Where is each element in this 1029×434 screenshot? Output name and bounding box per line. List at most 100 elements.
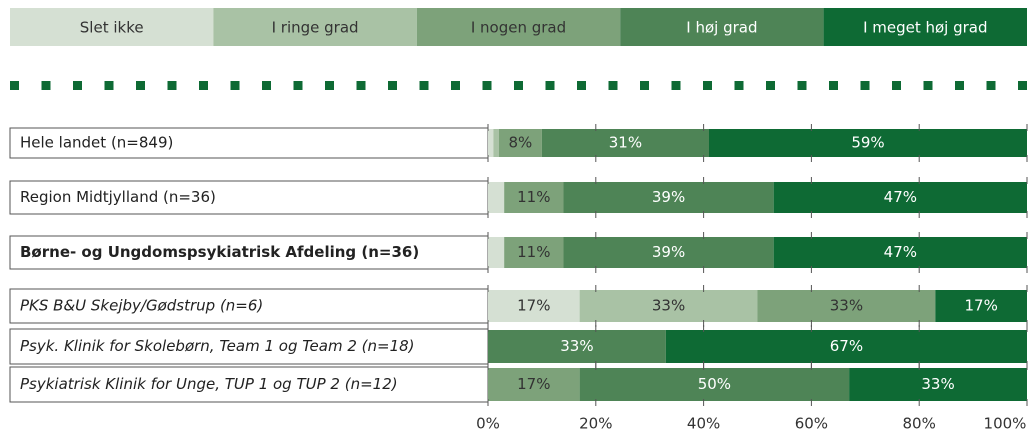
separator-dot bbox=[860, 81, 870, 90]
bar-segment bbox=[773, 237, 1027, 268]
separator-dot bbox=[136, 81, 145, 90]
separator-dot bbox=[41, 81, 51, 90]
bar-segment bbox=[498, 129, 542, 157]
value-label: 33% bbox=[652, 297, 685, 315]
row-label-box bbox=[9, 328, 489, 365]
separator-dot bbox=[608, 81, 618, 90]
bar-segment bbox=[665, 330, 1027, 363]
x-tick-label: 0% bbox=[476, 415, 500, 433]
bar-segment bbox=[541, 129, 709, 157]
separator-dot bbox=[703, 81, 712, 90]
value-label: 17% bbox=[517, 297, 550, 315]
bar-segment bbox=[563, 182, 774, 213]
row-label-box bbox=[9, 288, 489, 324]
bar-segment bbox=[488, 182, 505, 213]
value-label: 39% bbox=[652, 243, 685, 261]
value-label: 33% bbox=[560, 337, 593, 355]
separator-dot bbox=[829, 81, 838, 90]
value-label: 50% bbox=[698, 375, 731, 393]
bar-segment bbox=[504, 182, 564, 213]
value-label: 11% bbox=[517, 188, 550, 206]
row-label-box bbox=[9, 366, 489, 403]
separator-dot bbox=[230, 81, 240, 90]
row-label-box bbox=[9, 235, 489, 270]
separator-dot bbox=[892, 81, 901, 90]
x-tick-label: 60% bbox=[795, 415, 828, 433]
separator-dot bbox=[199, 81, 208, 90]
legend-label: I nogen grad bbox=[471, 19, 566, 37]
legend-swatch bbox=[620, 8, 824, 46]
bar-segment bbox=[935, 290, 1027, 322]
legend-swatch bbox=[823, 8, 1027, 46]
x-tick-label: 100% bbox=[984, 415, 1027, 433]
legend-swatch bbox=[213, 8, 417, 46]
row-label: PKS B&U Skejby/Gødstrup (n=6) bbox=[20, 297, 263, 315]
row-label: Psykiatrisk Klinik for Unge, TUP 1 og TU… bbox=[20, 375, 398, 393]
value-label: 39% bbox=[652, 188, 685, 206]
separator-dot bbox=[577, 81, 586, 90]
separator-dot bbox=[766, 81, 775, 90]
separator-dot bbox=[955, 81, 964, 90]
bar-segment bbox=[708, 129, 1027, 157]
separator-dot bbox=[104, 81, 114, 90]
bar-segment bbox=[493, 129, 499, 157]
bar-segment bbox=[579, 290, 758, 322]
row-label: Børne- og Ungdomspsykiatrisk Afdeling (n… bbox=[20, 243, 419, 261]
value-label: 47% bbox=[884, 243, 917, 261]
separator-dot bbox=[545, 81, 555, 90]
separator-dot bbox=[325, 81, 334, 90]
separator-dot bbox=[388, 81, 397, 90]
bar-segment bbox=[488, 237, 505, 268]
bar-segment bbox=[579, 368, 850, 401]
legend-swatch bbox=[416, 8, 621, 46]
legend-label: I ringe grad bbox=[272, 19, 359, 37]
separator-dot bbox=[986, 81, 996, 90]
value-label: 17% bbox=[517, 375, 550, 393]
separator-dot bbox=[797, 81, 807, 90]
separator-dot bbox=[356, 81, 366, 90]
separator-dot bbox=[640, 81, 649, 90]
value-label: 33% bbox=[830, 297, 863, 315]
value-label: 67% bbox=[830, 337, 863, 355]
separator-dot bbox=[734, 81, 744, 90]
separator-dot bbox=[923, 81, 933, 90]
separator-dot bbox=[262, 81, 271, 90]
value-label: 17% bbox=[965, 297, 998, 315]
bar-segment bbox=[504, 237, 564, 268]
bar-segment bbox=[488, 330, 666, 363]
separator-dot bbox=[671, 81, 681, 90]
separator-dot bbox=[514, 81, 523, 90]
value-label: 8% bbox=[508, 134, 532, 152]
legend-label: I meget høj grad bbox=[863, 19, 987, 37]
bar-segment bbox=[849, 368, 1027, 401]
value-label: 11% bbox=[517, 243, 550, 261]
legend-label: I høj grad bbox=[686, 19, 757, 37]
row-label-box bbox=[9, 127, 489, 159]
row-label: Psyk. Klinik for Skolebørn, Team 1 og Te… bbox=[20, 337, 415, 355]
legend-label: Slet ikke bbox=[80, 19, 144, 37]
x-tick-label: 40% bbox=[687, 415, 720, 433]
row-label: Hele landet (n=849) bbox=[20, 134, 173, 152]
row-label: Region Midtjylland (n=36) bbox=[20, 188, 216, 206]
legend-swatch bbox=[10, 8, 214, 46]
separator-dot bbox=[451, 81, 460, 90]
separator-dot bbox=[10, 81, 19, 90]
bar-segment bbox=[488, 290, 580, 322]
bar-segment bbox=[773, 182, 1027, 213]
bar-segment bbox=[488, 129, 494, 157]
value-label: 59% bbox=[851, 134, 884, 152]
separator-dot bbox=[73, 81, 82, 90]
bar-segment bbox=[488, 368, 580, 401]
separator-dot bbox=[482, 81, 492, 90]
x-tick-label: 80% bbox=[903, 415, 936, 433]
bar-segment bbox=[563, 237, 774, 268]
x-tick-label: 20% bbox=[579, 415, 612, 433]
separator-dot bbox=[419, 81, 429, 90]
separator-dot bbox=[167, 81, 177, 90]
value-label: 33% bbox=[921, 375, 954, 393]
separator-dot bbox=[293, 81, 303, 90]
separator-dot bbox=[1018, 81, 1027, 90]
bar-segment bbox=[757, 290, 936, 322]
row-label-box bbox=[9, 180, 489, 215]
